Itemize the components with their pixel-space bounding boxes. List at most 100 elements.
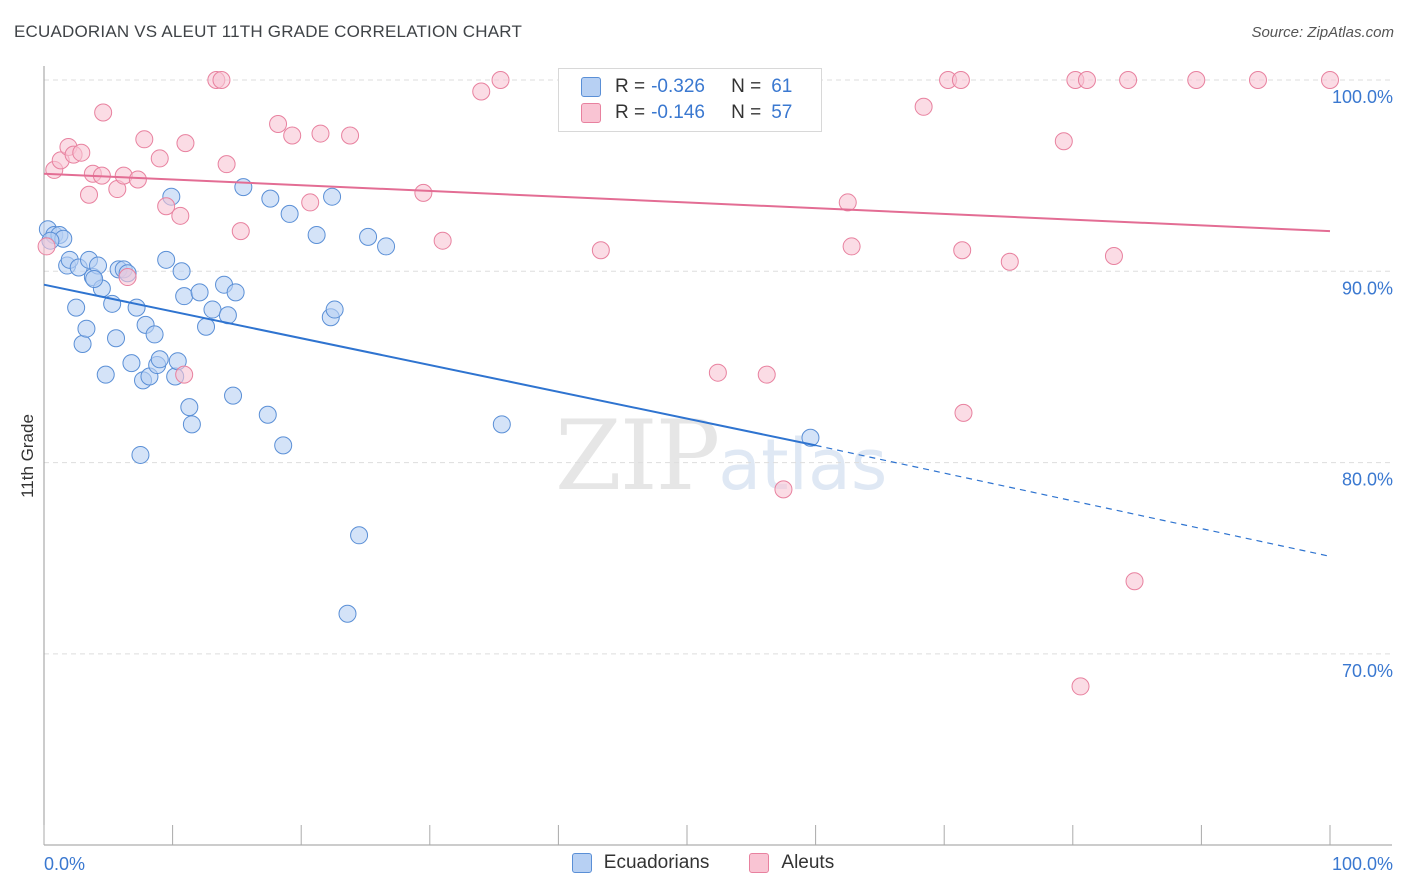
data-point-aleuts: [150, 149, 169, 168]
data-point-aleuts: [914, 97, 933, 116]
y-tick-label: 70.0%: [1342, 661, 1393, 681]
data-point-aleuts: [341, 126, 360, 145]
legend-swatch-pink: [581, 103, 601, 123]
data-point-ecuadorians: [197, 317, 216, 336]
legend-swatch-pink: [749, 853, 770, 873]
data-point-aleuts: [1321, 71, 1339, 89]
data-point-ecuadorians: [127, 298, 146, 317]
legend-item-ecuadorians[interactable]: Ecuadorians: [571, 852, 710, 874]
data-point-aleuts: [283, 126, 302, 145]
data-point-ecuadorians: [492, 415, 511, 434]
series-legend: Ecuadorians Aleuts: [0, 852, 1406, 874]
data-point-aleuts: [118, 268, 137, 287]
data-point-ecuadorians: [131, 445, 150, 464]
data-point-aleuts: [757, 365, 776, 384]
correlation-legend: R = -0.326 N = 61 R = -0.146 N = 57: [558, 68, 822, 132]
data-point-aleuts: [842, 237, 861, 256]
legend-r-value: -0.146: [651, 102, 705, 123]
legend-swatch-blue: [581, 77, 601, 97]
data-point-ecuadorians: [325, 300, 344, 319]
legend-swatch-blue: [571, 853, 592, 873]
data-point-ecuadorians: [96, 365, 115, 384]
data-point-aleuts: [311, 124, 330, 143]
data-point-aleuts: [128, 170, 147, 189]
data-point-aleuts: [171, 206, 190, 225]
data-point-aleuts: [135, 130, 154, 149]
data-point-aleuts: [433, 231, 452, 250]
y-tick-label: 90.0%: [1342, 278, 1393, 298]
legend-label-aleuts: Aleuts: [781, 852, 835, 873]
legend-row-ecuadorians: R = -0.326 N = 61: [581, 75, 792, 99]
data-point-ecuadorians: [801, 428, 820, 447]
data-point-ecuadorians: [67, 298, 86, 317]
data-point-aleuts: [953, 241, 972, 260]
data-point-ecuadorians: [338, 604, 357, 623]
trend-line-ecuadorians: [43, 283, 816, 447]
data-point-ecuadorians: [150, 350, 169, 369]
data-point-aleuts: [1077, 71, 1096, 89]
data-point-aleuts: [37, 237, 56, 256]
data-point-aleuts: [1000, 252, 1019, 271]
data-point-ecuadorians: [274, 436, 293, 455]
data-point-ecuadorians: [172, 262, 191, 281]
legend-n-label: N =: [731, 102, 762, 123]
data-point-aleuts: [301, 193, 320, 212]
data-point-aleuts: [1104, 246, 1123, 265]
data-point-aleuts: [951, 71, 970, 89]
data-point-aleuts: [591, 241, 610, 260]
data-point-ecuadorians: [226, 283, 245, 302]
chart-title: ECUADORIAN VS ALEUT 11TH GRADE CORRELATI…: [14, 22, 523, 41]
data-point-ecuadorians: [203, 300, 222, 319]
data-point-aleuts: [157, 197, 176, 216]
data-point-aleuts: [217, 155, 236, 174]
legend-row-aleuts: R = -0.146 N = 57: [581, 101, 792, 125]
data-point-ecuadorians: [85, 269, 104, 288]
legend-n-value: 61: [771, 76, 793, 97]
data-point-ecuadorians: [182, 415, 201, 434]
data-point-ecuadorians: [258, 405, 277, 424]
data-point-ecuadorians: [323, 187, 342, 206]
legend-r-value: -0.326: [651, 76, 705, 97]
data-point-aleuts: [1071, 677, 1090, 696]
data-point-aleuts: [94, 103, 113, 122]
data-point-aleuts: [774, 480, 793, 499]
data-point-ecuadorians: [307, 225, 326, 244]
data-point-ecuadorians: [73, 334, 92, 353]
data-point-ecuadorians: [180, 398, 199, 417]
data-point-aleuts: [212, 71, 231, 89]
y-tick-label: 100.0%: [1332, 87, 1393, 107]
data-point-aleuts: [269, 114, 288, 133]
data-point-aleuts: [1248, 71, 1267, 89]
data-point-aleuts: [472, 82, 491, 101]
y-tick-label: 80.0%: [1342, 470, 1393, 490]
data-point-aleuts: [175, 365, 194, 384]
data-point-aleuts: [838, 193, 857, 212]
source-credit: Source: ZipAtlas.com: [1251, 24, 1394, 41]
data-point-aleuts: [80, 185, 99, 204]
data-point-aleuts: [231, 222, 250, 241]
data-point-aleuts: [176, 134, 195, 153]
data-point-ecuadorians: [350, 526, 369, 545]
x-tick-label: 0.0%: [44, 854, 85, 874]
trend-line-aleuts: [43, 172, 1331, 233]
data-point-ecuadorians: [145, 325, 164, 344]
legend-item-aleuts[interactable]: Aleuts: [749, 852, 834, 874]
legend-n-label: N =: [731, 76, 762, 97]
data-point-ecuadorians: [157, 250, 176, 269]
watermark: ZIPatlas: [555, 400, 887, 512]
watermark-zip: ZIP: [555, 400, 720, 512]
data-point-aleuts: [491, 71, 510, 89]
legend-n-value: 57: [771, 102, 793, 123]
data-point-ecuadorians: [359, 227, 378, 246]
data-point-aleuts: [1054, 132, 1073, 151]
data-point-aleuts: [954, 403, 973, 422]
data-point-ecuadorians: [377, 237, 396, 256]
x-tick-label: 100.0%: [1332, 854, 1393, 874]
legend-label-ecuadorians: Ecuadorians: [603, 852, 710, 873]
trend-line-ecuadorians-extension: [815, 444, 1331, 557]
data-point-ecuadorians: [77, 319, 96, 338]
data-point-aleuts: [72, 143, 91, 162]
data-point-ecuadorians: [261, 189, 280, 208]
data-point-ecuadorians: [190, 283, 209, 302]
